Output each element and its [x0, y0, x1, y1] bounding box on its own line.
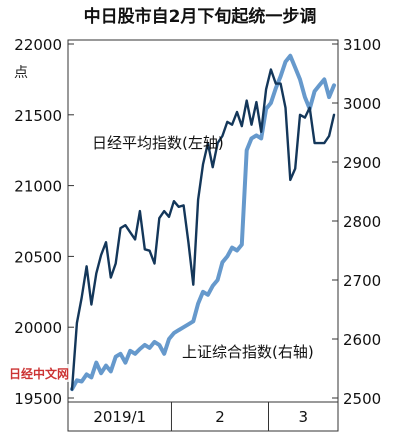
series-line-nikkei-average [70, 68, 336, 391]
left-tick-label: 20000 [14, 319, 62, 337]
series-line-shanghai-composite [70, 53, 336, 392]
right-tick-label: 2800 [343, 213, 381, 231]
right-tick-label: 2900 [343, 154, 381, 172]
watermark-text: 日经中文网 [9, 366, 69, 381]
right-tick-label: 3000 [343, 95, 381, 113]
left-tick-label: 20500 [14, 248, 62, 266]
right-tick-label: 2600 [343, 331, 381, 349]
left-axis-unit: 点 [14, 65, 28, 81]
left-tick-label: 21000 [14, 178, 62, 196]
chart-title: 中日股市自2月下旬起统一步调 [84, 6, 317, 27]
x-tick-label: 2 [215, 408, 225, 426]
x-axis-band [67, 401, 339, 432]
right-tick-label: 2700 [343, 272, 381, 290]
x-axis: 2019/1 2 3 [67, 401, 339, 432]
right-axis: 2500 2600 2700 2800 2900 3000 3100 [332, 36, 381, 408]
left-tick-label: 19500 [14, 390, 62, 408]
left-tick-label: 22000 [14, 36, 62, 54]
x-tick-label: 3 [298, 408, 308, 426]
watermark-logo: 日经中文网 [8, 364, 70, 382]
series-label-shanghai: 上证综合指数(右轴) [182, 343, 314, 361]
left-axis: 19500 20000 20500 21000 21500 22000 [14, 36, 74, 408]
left-tick-label: 21500 [14, 107, 62, 125]
right-tick-label: 3100 [343, 36, 381, 54]
x-tick-label: 2019/1 [93, 408, 146, 426]
series-label-nikkei: 日经平均指数(左轴) [92, 134, 224, 152]
right-tick-label: 2500 [343, 390, 381, 408]
